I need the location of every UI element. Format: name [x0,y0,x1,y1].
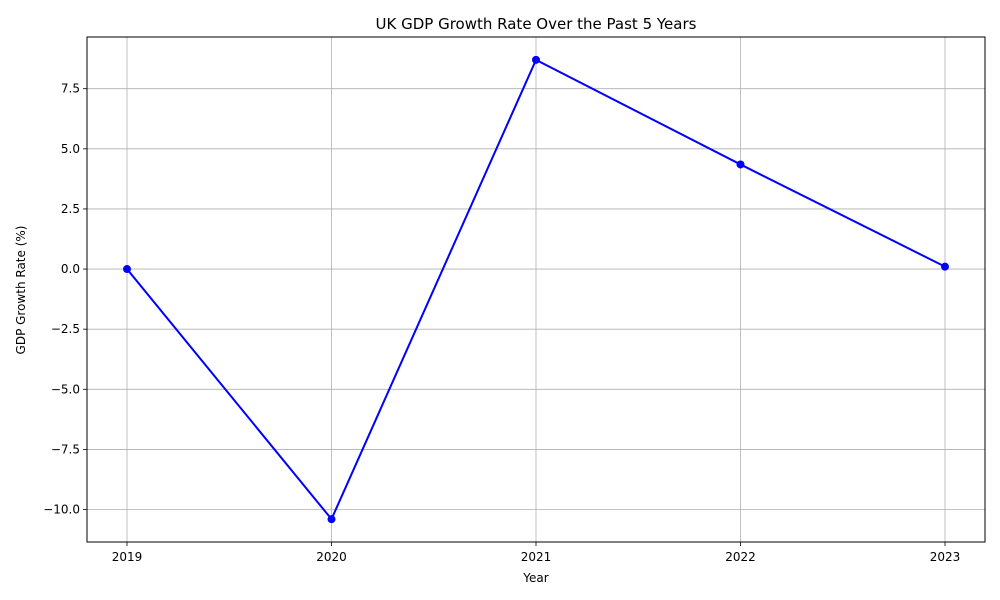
y-tick-label: −5.0 [51,382,80,396]
x-tick-label: 2021 [521,550,552,564]
data-point [736,160,745,169]
grid-lines [87,37,985,542]
y-tick-label: −2.5 [51,322,80,336]
y-tick-label: −7.5 [51,442,80,456]
data-point [123,265,131,274]
data-point [327,515,336,524]
y-tick-label: −10.0 [43,503,80,517]
y-tick-label: 7.5 [61,82,80,96]
x-tick-label: 2023 [930,550,961,564]
y-tick-label: 5.0 [61,142,80,156]
x-tick-label: 2022 [725,550,756,564]
data-point [941,262,949,271]
chart-title: UK GDP Growth Rate Over the Past 5 Years [376,15,697,33]
y-tick-label: 2.5 [61,202,80,216]
y-axis-label: GDP Growth Rate (%) [14,226,28,355]
axis-ticks: 2019 2020 2021 2022 2023 −10.0 −7.5 −5.0 −2.5 0.0… [43,82,960,564]
y-tick-label: 0.0 [61,262,80,276]
x-tick-label: 2020 [316,550,347,564]
data-series [123,55,949,524]
x-axis-label: Year [522,571,548,585]
data-point [532,55,540,64]
x-tick-label: 2019 [112,550,143,564]
